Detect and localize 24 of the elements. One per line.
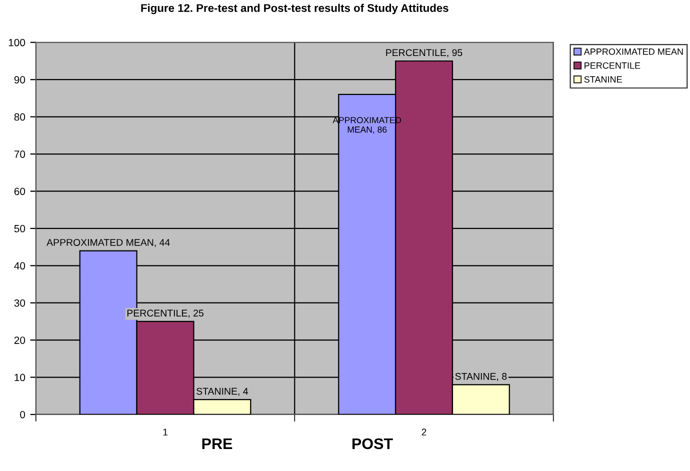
x-tick-label: 1 <box>163 428 168 436</box>
data-label: STANINE, 8 <box>455 372 507 381</box>
data-label: PERCENTILE, 25 <box>127 310 204 318</box>
y-tick-label: 90 <box>14 76 26 84</box>
y-tick-label: 20 <box>14 336 26 344</box>
legend-label: PERCENTILE <box>584 62 640 69</box>
y-tick-label: 40 <box>14 262 26 270</box>
x-tick-label: 2 <box>422 428 426 436</box>
legend-label: APPROXIMATED MEAN <box>584 48 683 55</box>
y-tick-label: 10 <box>14 374 26 382</box>
y-tick-label: 60 <box>14 188 26 196</box>
legend-label: STANINE <box>584 76 622 83</box>
y-tick-label: 0 <box>20 410 26 418</box>
y-tick-label: 70 <box>14 150 26 158</box>
data-label: PERCENTILE, 95 <box>386 49 462 58</box>
text: PRE <box>202 438 232 449</box>
y-tick-label: 50 <box>14 224 26 232</box>
chart-title: Figure 12. Pre-test and Post-test results of Study Attitudes <box>141 4 448 14</box>
text: POST <box>352 438 393 450</box>
data-label: APPROXIMATED MEAN, 44 <box>46 238 170 248</box>
y-tick-label: 30 <box>14 299 26 307</box>
y-tick-label: 80 <box>14 113 26 121</box>
y-tick-label: 100 <box>8 38 26 46</box>
data-label: STANINE, 4 <box>196 388 248 396</box>
